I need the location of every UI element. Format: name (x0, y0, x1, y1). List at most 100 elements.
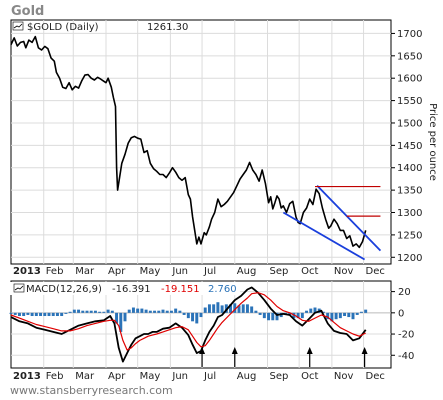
macd-histogram-bar (212, 304, 216, 313)
macd-histogram-bar (60, 312, 64, 317)
macd-histogram-bar (191, 312, 195, 322)
macd-histogram-bar (364, 309, 368, 313)
macd-x-tick-label: Sep (270, 371, 289, 382)
price-x-tick-label: Dec (366, 266, 385, 277)
macd-histogram-bar (13, 312, 17, 315)
macd-histogram-bar (165, 310, 169, 313)
price-x-axis: 2013 Feb Mar Apr May Jun Jul Aug Sep Oct Nov Dec (13, 266, 385, 277)
macd-histogram-bar (309, 308, 313, 313)
price-y-axis: 1200 1250 1300 1350 1400 1450 1500 1550 1600 1650… (391, 29, 422, 264)
price-y-tick-label: 1600 (397, 74, 422, 85)
macd-y-tick-label: -20 (398, 330, 414, 341)
macd-histogram-bar (161, 309, 165, 313)
footer-website: www.stansberryresearch.com (10, 384, 173, 397)
price-y-tick-label: 1250 (397, 230, 422, 241)
macd-panel: -40 -20 0 20 MACD(12,26,9) -16.391 -19.151 … (0, 280, 414, 369)
price-y-tick-label: 1350 (397, 186, 422, 197)
macd-histogram-bar (229, 304, 233, 313)
macd-histogram-bar (93, 310, 97, 313)
macd-histogram-bar (43, 312, 47, 317)
macd-histogram-bar (98, 311, 102, 313)
macd-x-tick-label: Nov (334, 371, 354, 382)
macd-histogram-bar (300, 312, 304, 319)
price-y-tick-label: 1650 (397, 51, 422, 62)
price-x-tick-label: 2013 (13, 266, 41, 277)
macd-legend-signal: -19.151 (161, 284, 200, 295)
macd-histogram-bar (115, 312, 119, 324)
macd-histogram-bar (359, 311, 363, 313)
macd-histogram-bar (26, 312, 30, 315)
price-line (10, 35, 367, 249)
price-y-tick-label: 1400 (397, 163, 422, 174)
macd-legend-histogram: 2.760 (208, 284, 237, 295)
macd-x-tick-label: Dec (366, 371, 385, 382)
macd-histogram-bar (102, 311, 106, 313)
macd-histogram-bar (334, 312, 338, 320)
macd-histogram-bar (305, 310, 309, 313)
price-legend: $GOLD (Daily) 1261.30 (12, 21, 188, 33)
price-x-tick-label: Jun (171, 266, 188, 277)
up-arrow-icon (361, 347, 368, 367)
macd-histogram-bar (275, 312, 279, 321)
macd-histogram-bar (288, 312, 292, 315)
price-legend-symbol: $GOLD (Daily) (27, 22, 99, 33)
macd-histogram-bar (157, 310, 161, 313)
macd-histogram-bar (123, 312, 127, 322)
macd-histogram-bar (245, 304, 249, 313)
macd-histogram-bar (22, 312, 26, 317)
price-y-tick-label: 1300 (397, 208, 422, 219)
macd-histogram-bar (131, 307, 135, 313)
price-y-axis-label: Price per ounce (427, 103, 438, 181)
up-arrow-icon (231, 347, 238, 367)
macd-histogram-bar (136, 308, 140, 313)
price-y-tick-label: 1450 (397, 141, 422, 152)
macd-histogram-bar (127, 309, 131, 313)
macd-histogram-bar (55, 312, 59, 317)
macd-histogram-bar (140, 308, 144, 313)
up-arrow-head (231, 347, 238, 354)
macd-histogram-bar (174, 308, 178, 313)
price-legend-last: 1261.30 (147, 22, 188, 33)
macd-x-tick-label: Feb (46, 371, 64, 382)
macd-histogram-bar (106, 309, 110, 313)
macd-legend: MACD(12,26,9) -16.391 -19.151 2.760 (0, 282, 240, 295)
price-series (10, 35, 367, 249)
price-x-tick-label: Oct (301, 266, 318, 277)
macd-histogram-bar (233, 303, 237, 313)
macd-histogram-bar (216, 302, 220, 313)
macd-histogram-bar (77, 309, 81, 313)
price-y-tick-label: 1550 (397, 96, 422, 107)
price-grid (11, 20, 391, 264)
macd-histogram-bar (355, 312, 359, 315)
price-x-tick-label: Aug (237, 266, 257, 277)
macd-histogram-bar (254, 310, 258, 313)
upper-trendline (316, 185, 382, 252)
macd-histogram-bar (347, 312, 351, 318)
macd-histogram-bar (313, 307, 317, 313)
signal-line (10, 292, 366, 351)
macd-histogram-bar (199, 312, 203, 318)
macd-x-tick-label: May (140, 371, 161, 382)
macd-histogram-bar (81, 310, 85, 313)
macd-histogram-bar (250, 306, 254, 313)
macd-histogram-bar (338, 312, 342, 319)
macd-legend-label: MACD(12,26,9) (26, 284, 102, 295)
up-arrow-head (361, 347, 368, 354)
macd-histogram-bar (241, 304, 245, 313)
price-x-tick-label: Sep (270, 266, 289, 277)
macd-arrow-annotations (199, 347, 368, 367)
macd-histogram-bar (271, 312, 275, 321)
price-x-tick-label: Apr (108, 266, 126, 277)
up-arrow-head (199, 347, 206, 354)
macd-histogram-bar (186, 312, 190, 319)
macd-x-tick-label: Apr (108, 371, 126, 382)
macd-histogram-bar (153, 310, 157, 313)
macd-x-tick-label: 2013 (13, 371, 41, 382)
macd-y-tick-label: 20 (398, 287, 411, 298)
macd-histogram-bar (169, 310, 173, 313)
macd-x-tick-label: Oct (301, 371, 318, 382)
price-x-tick-label: Jul (203, 266, 216, 277)
macd-histogram-bar (296, 312, 300, 319)
price-y-tick-label: 1500 (397, 118, 422, 129)
macd-histogram-bar (237, 305, 241, 313)
